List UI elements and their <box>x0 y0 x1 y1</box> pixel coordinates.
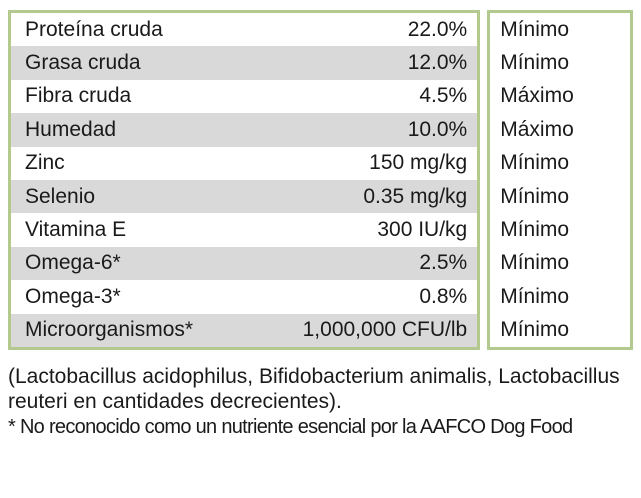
nutrient-value: 4.5% <box>419 84 468 108</box>
nutrient-value: 1,000,000 CFU/lb <box>302 318 468 342</box>
table-row: Zinc 150 mg/kg <box>11 147 477 180</box>
limit-cell: Mínimo <box>500 17 570 41</box>
footnote-aafco: * No reconocido como un nutriente esenci… <box>8 416 573 439</box>
limit-column: Mínimo Mínimo Máximo Máximo Mínimo Mínim… <box>487 10 633 350</box>
footnote-probiotics: (Lactobacillus acidophilus, Bifidobacter… <box>8 364 620 413</box>
nutrient-value: 2.5% <box>419 251 468 275</box>
nutrient-value: 0.35 mg/kg <box>363 184 468 208</box>
limit-cell: Mínimo <box>500 251 570 275</box>
nutrient-name: Omega-3* <box>25 284 121 308</box>
table-row: Vitamina E 300 IU/kg <box>11 213 477 246</box>
nutrient-value: 300 IU/kg <box>377 218 468 242</box>
table-row: Proteína cruda 22.0% <box>11 13 477 46</box>
table-row: Fibra cruda 4.5% <box>11 80 477 113</box>
limit-cell: Mínimo <box>500 318 570 342</box>
nutrient-value-table: Proteína cruda 22.0% Grasa cruda 12.0% F… <box>8 10 481 350</box>
limit-cell: Mínimo <box>500 184 570 208</box>
nutrient-name: Zinc <box>25 151 65 175</box>
nutrient-value: 0.8% <box>419 284 468 308</box>
nutrient-name: Selenio <box>25 184 96 208</box>
limit-cell: Mínimo <box>500 151 570 175</box>
nutrient-name: Proteína cruda <box>25 17 163 41</box>
nutrient-value: 10.0% <box>407 117 468 141</box>
table-row: Selenio 0.35 mg/kg <box>11 179 478 214</box>
limit-cell: Máximo <box>500 84 574 108</box>
nutrient-name: Vitamina E <box>25 218 127 242</box>
nutrient-name: Microorganismos* <box>25 318 194 342</box>
nutrient-name: Omega-6* <box>25 251 121 275</box>
limit-cell: Mínimo <box>500 284 570 308</box>
analysis-table: Proteína cruda 22.0% Grasa cruda 12.0% F… <box>8 10 633 350</box>
guaranteed-analysis-label: Proteína cruda 22.0% Grasa cruda 12.0% F… <box>8 10 633 440</box>
limit-cell: Máximo <box>500 117 574 141</box>
limit-cell: Mínimo <box>500 51 570 75</box>
footnotes: (Lactobacillus acidophilus, Bifidobacter… <box>8 365 633 440</box>
table-row: Humedad 10.0% <box>11 113 478 147</box>
nutrient-name: Grasa cruda <box>25 51 141 75</box>
table-row: Grasa cruda 12.0% <box>11 46 478 80</box>
nutrient-value: 12.0% <box>407 51 468 75</box>
nutrient-value: 22.0% <box>407 17 468 41</box>
nutrient-name: Humedad <box>25 117 117 141</box>
limit-cell: Mínimo <box>500 218 570 242</box>
table-row: Omega-6* 2.5% <box>11 246 478 281</box>
nutrient-name: Fibra cruda <box>25 84 132 108</box>
nutrient-value: 150 mg/kg <box>369 151 468 175</box>
table-row: Microorganismos* 1,000,000 CFU/lb <box>11 313 478 347</box>
table-row: Omega-3* 0.8% <box>11 280 477 313</box>
